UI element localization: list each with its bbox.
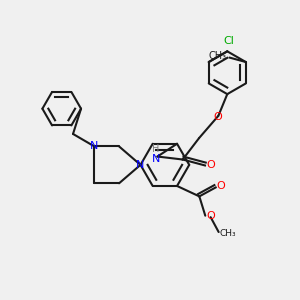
Text: O: O [213,112,222,122]
Text: CH₃: CH₃ [219,229,236,238]
Text: N: N [152,154,160,164]
Text: O: O [207,160,215,170]
Text: CH₃: CH₃ [208,51,226,61]
Text: N: N [90,141,99,152]
Text: H: H [152,144,160,154]
Text: O: O [217,181,225,191]
Text: O: O [206,211,215,221]
Text: N: N [136,160,145,170]
Text: Cl: Cl [223,36,234,46]
